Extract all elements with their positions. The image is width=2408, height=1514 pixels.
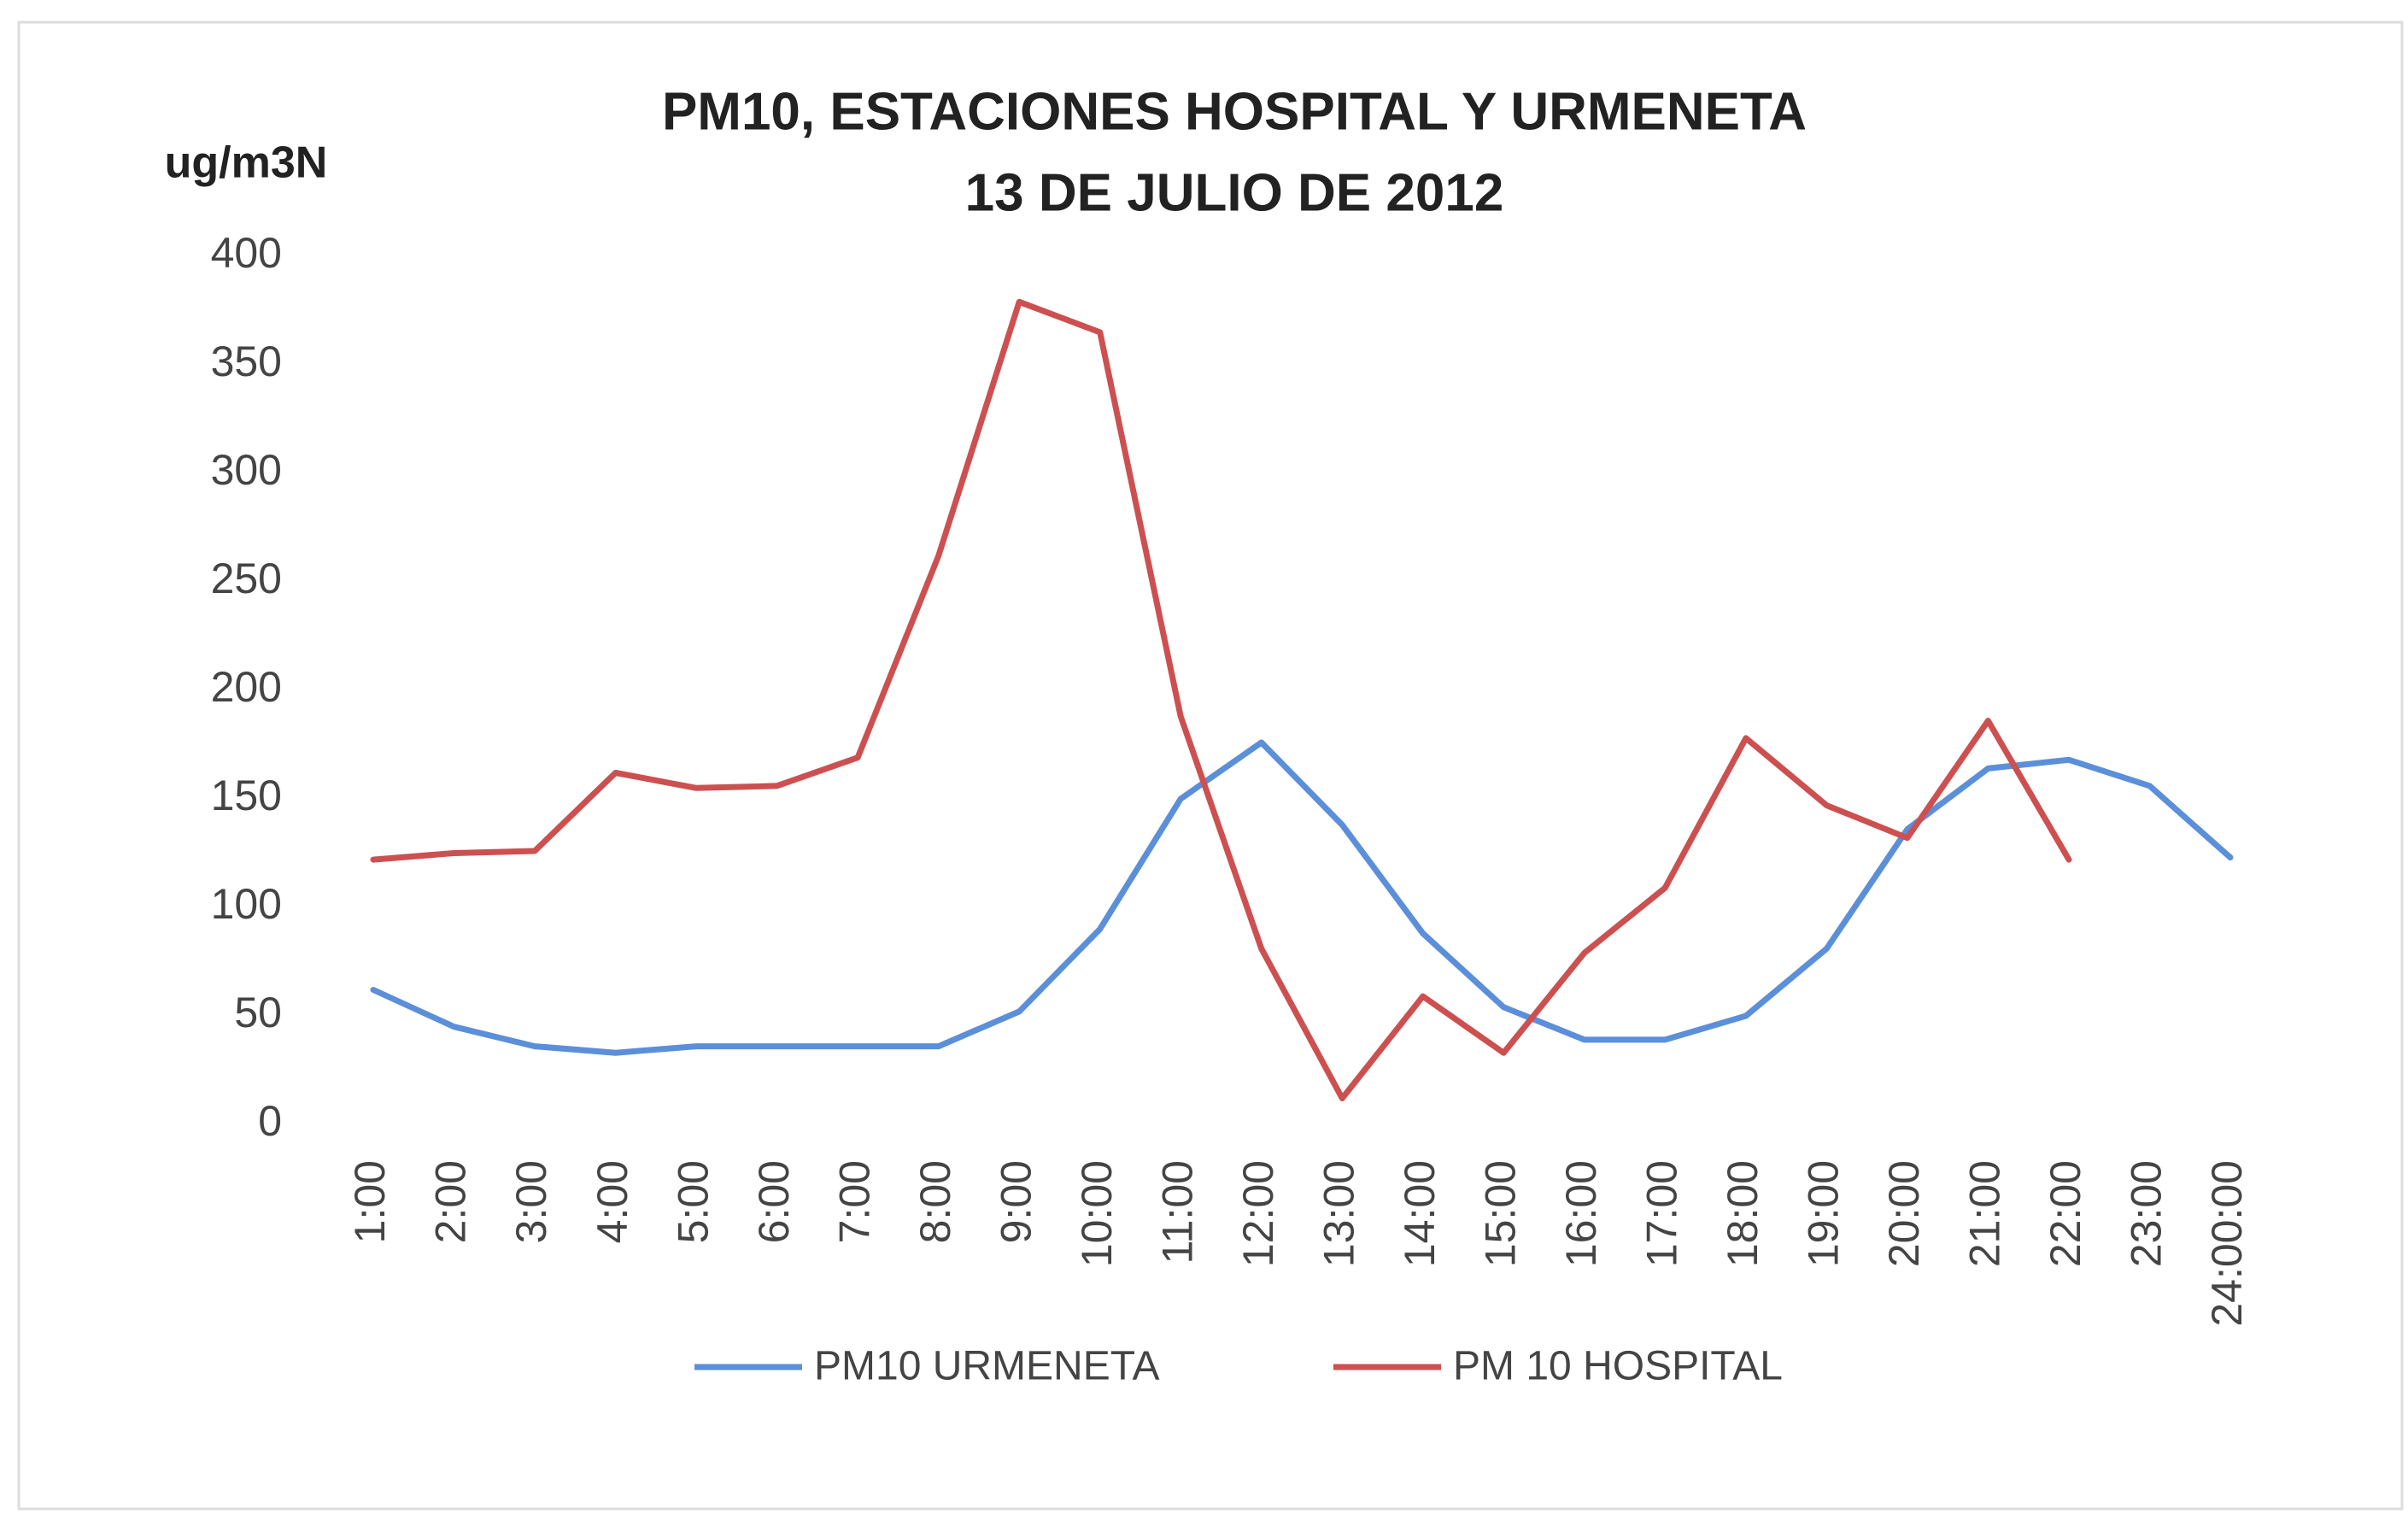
- y-tick-label: 0: [258, 1097, 282, 1145]
- y-tick-label: 400: [211, 229, 282, 277]
- chart-subtitle: 13 DE JULIO DE 2012: [965, 163, 1504, 222]
- x-tick-label: 22:00: [2042, 1160, 2089, 1267]
- y-tick-label: 250: [211, 555, 282, 602]
- x-tick-label: 3:00: [507, 1160, 555, 1243]
- y-axis-label: ug/m3N: [165, 138, 328, 188]
- chart-title: PM10, ESTACIONES HOSPITAL Y URMENETA: [662, 82, 1807, 141]
- y-tick-label: 150: [211, 772, 282, 819]
- x-tick-label: 19:00: [1800, 1160, 1848, 1267]
- x-tick-label: 18:00: [1719, 1160, 1766, 1267]
- x-tick-label: 21:00: [1961, 1160, 2009, 1267]
- x-tick-label: 11:00: [1153, 1160, 1201, 1264]
- x-tick-label: 9:00: [992, 1160, 1040, 1243]
- x-tick-label: 8:00: [911, 1160, 959, 1243]
- x-tick-label: 2:00: [427, 1160, 475, 1243]
- x-tick-label: 13:00: [1315, 1160, 1362, 1267]
- x-tick-label: 16:00: [1557, 1160, 1605, 1267]
- x-tick-label: 12:00: [1234, 1160, 1282, 1267]
- x-tick-label: 1:00: [346, 1160, 394, 1243]
- x-tick-label: 15:00: [1477, 1160, 1525, 1267]
- x-tick-label: 17:00: [1638, 1160, 1686, 1267]
- x-tick-label: 6:00: [750, 1160, 798, 1243]
- x-tick-label: 14:00: [1396, 1160, 1444, 1267]
- x-tick-label: 20:00: [1880, 1160, 1928, 1267]
- x-tick-label: 5:00: [669, 1160, 717, 1243]
- x-tick-label: 4:00: [589, 1160, 636, 1243]
- legend-label: PM10 URMENETA: [814, 1344, 1160, 1389]
- data-line: [370, 298, 2072, 1101]
- y-tick-label: 50: [234, 989, 282, 1036]
- y-tick-label: 200: [211, 663, 282, 711]
- legend-label: PM 10 HOSPITAL: [1453, 1344, 1783, 1389]
- y-tick-label: 100: [211, 880, 282, 928]
- chart-border: [17, 21, 2404, 1511]
- y-tick-label: 300: [211, 446, 282, 494]
- x-tick-label: 23:00: [2123, 1160, 2171, 1267]
- y-tick-label: 350: [211, 337, 282, 385]
- x-tick-label: 24:00:00: [2203, 1160, 2251, 1327]
- x-tick-label: 7:00: [830, 1160, 878, 1243]
- x-tick-label: 10:00: [1073, 1160, 1121, 1267]
